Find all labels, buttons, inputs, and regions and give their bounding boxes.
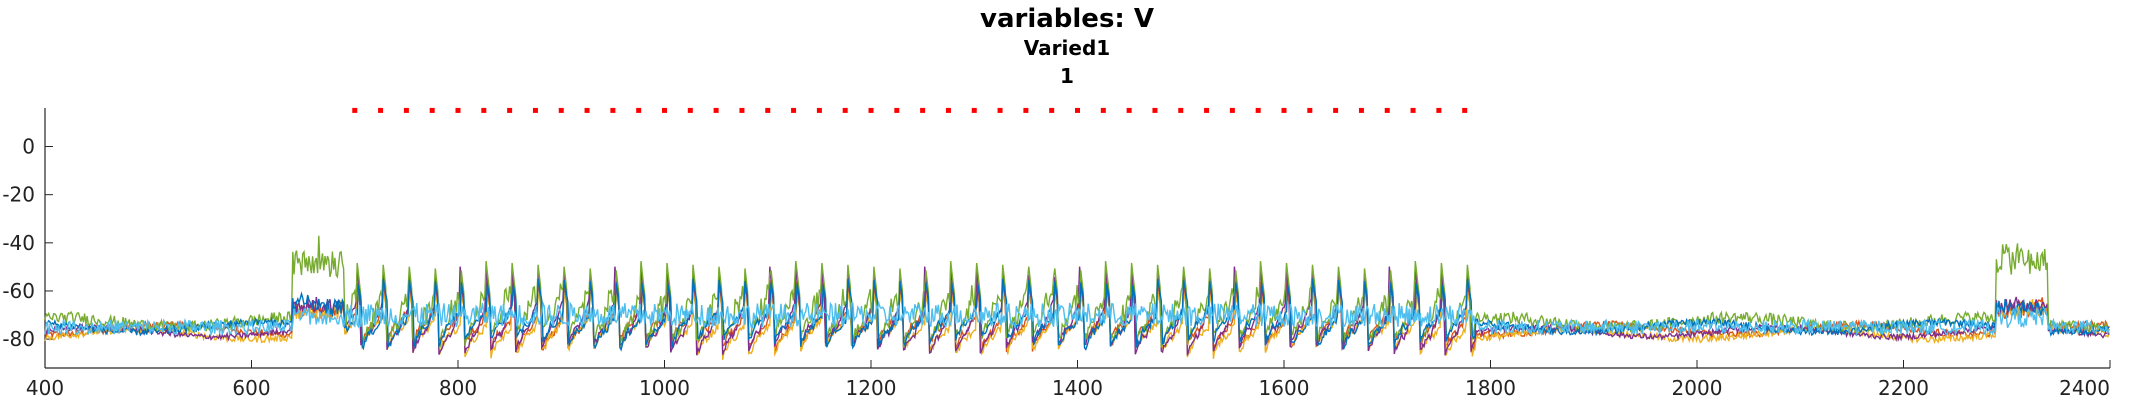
x-tick-label: 1600 [1259,376,1310,400]
y-tick-label: 0 [22,135,35,159]
stimulus-marker [945,107,951,113]
chart-subtitle-2: 1 [1060,64,1074,88]
stimulus-marker [842,107,848,113]
x-tick-label: 2000 [1672,376,1723,400]
stimulus-marker [1049,107,1055,113]
stimulus-marker [1410,107,1416,113]
stimulus-marker [636,107,642,113]
stimulus-marker [558,107,564,113]
stimulus-marker [1358,107,1364,113]
stimulus-marker [971,107,977,113]
y-tick-label: -40 [2,231,35,255]
chart-title: variables: V [980,4,1154,34]
stimulus-marker [1281,107,1287,113]
stimulus-marker [1384,107,1390,113]
stimulus-marker [455,107,461,113]
x-tick-label: 1200 [846,376,897,400]
stimulus-marker [791,107,797,113]
stimulus-marker [765,107,771,113]
stimulus-marker [507,107,513,113]
stimulus-marker [868,107,874,113]
y-tick-label: -60 [2,279,35,303]
stimulus-marker [584,107,590,113]
stimulus-marker [894,107,900,113]
y-tick-label: -20 [2,183,35,207]
stimulus-marker [1126,107,1132,113]
stimulus-marker [532,107,538,113]
series-line [44,235,2110,348]
stimulus-marker [481,107,487,113]
x-tick-label: 600 [232,376,270,400]
stimulus-marker [662,107,667,113]
stimulus-marker [1436,107,1442,113]
stimulus-marker [1100,107,1106,113]
stimulus-marker [429,107,435,113]
stimulus-marker [1204,107,1210,113]
stimulus-marker [920,107,926,113]
stimulus-marker [1307,107,1313,113]
stimulus-marker [378,107,384,113]
y-tick-label: -80 [2,327,35,351]
x-tick-label: 1400 [1052,376,1103,400]
x-tick-label: 2400 [2059,376,2110,400]
stimulus-marker [403,107,409,113]
series-line [44,266,2110,356]
stimulus-marker [1178,107,1184,113]
stimulus-marker [997,107,1003,113]
stimulus-marker [610,107,616,113]
stimulus-marker [352,107,358,113]
chart-subtitle: Varied1 [1023,36,1111,60]
stimulus-marker [1229,107,1235,113]
x-tick-label: 2200 [1878,376,1929,400]
stimulus-marker [713,107,719,113]
stimulus-marker [1152,107,1158,113]
stimulus-marker [1075,107,1080,113]
stimulus-marker [1023,107,1029,113]
stimulus-marker [739,107,745,113]
stimulus-marker [1333,107,1339,113]
stimulus-marker [1255,107,1261,113]
x-tick-label: 400 [26,376,64,400]
stimulus-marker [816,107,822,113]
stimulus-marker [1462,107,1468,113]
x-tick-label: 1000 [639,376,690,400]
stimulus-marker [687,107,693,113]
series-line [44,300,2110,337]
x-tick-label: 1800 [1465,376,1516,400]
chart-titles: variables: V Varied1 1 [980,4,1154,90]
x-tick-label: 800 [439,376,477,400]
